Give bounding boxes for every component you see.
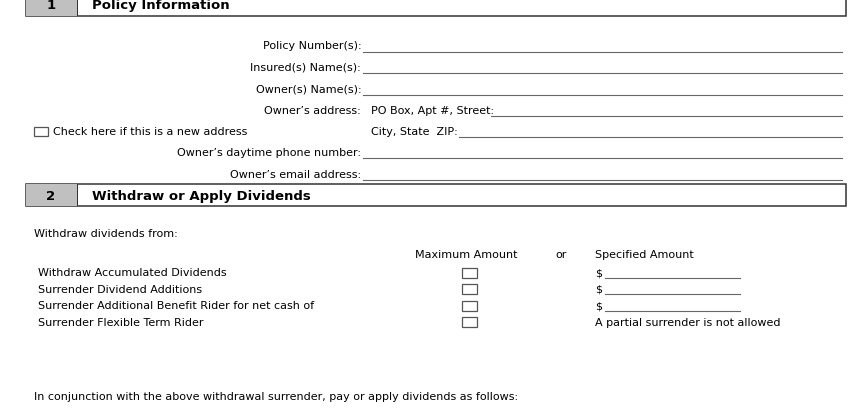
- Text: $: $: [595, 284, 602, 294]
- Bar: [26, 0, 846, 17]
- Bar: [76, 0, 78, 17]
- Text: Surrender Dividend Additions: Surrender Dividend Additions: [38, 284, 202, 294]
- Text: Specified Amount: Specified Amount: [595, 249, 694, 259]
- Text: 1: 1: [47, 0, 55, 12]
- Text: Withdraw or Apply Dividends: Withdraw or Apply Dividends: [92, 189, 310, 202]
- Text: A partial surrender is not allowed: A partial surrender is not allowed: [595, 317, 780, 327]
- Text: Withdraw dividends from:: Withdraw dividends from:: [34, 228, 178, 238]
- Text: Check here if this is a new address: Check here if this is a new address: [53, 127, 247, 137]
- Text: $: $: [595, 268, 602, 278]
- Text: Maximum Amount: Maximum Amount: [415, 249, 517, 259]
- Text: or: or: [555, 249, 567, 259]
- Text: In conjunction with the above withdrawal surrender, pay or apply dividends as fo: In conjunction with the above withdrawal…: [34, 392, 518, 401]
- Text: Surrender Additional Benefit Rider for net cash of: Surrender Additional Benefit Rider for n…: [38, 301, 314, 311]
- Bar: [34, 128, 48, 137]
- Bar: [26, 185, 76, 206]
- Bar: [462, 285, 477, 294]
- Bar: [76, 185, 78, 206]
- Text: 2: 2: [47, 189, 55, 202]
- Bar: [26, 185, 846, 206]
- Text: Owner’s daytime phone number:: Owner’s daytime phone number:: [178, 148, 361, 158]
- Bar: [462, 268, 477, 278]
- Text: Insured(s) Name(s):: Insured(s) Name(s):: [251, 63, 361, 73]
- Text: Owner’s email address:: Owner’s email address:: [230, 169, 361, 179]
- Text: Surrender Flexible Term Rider: Surrender Flexible Term Rider: [38, 317, 204, 327]
- Text: Policy Information: Policy Information: [92, 0, 230, 12]
- Text: $: $: [595, 301, 602, 311]
- Text: PO Box, Apt #, Street:: PO Box, Apt #, Street:: [371, 106, 495, 116]
- Text: Owner’s address:: Owner’s address:: [264, 106, 361, 116]
- Text: City, State  ZIP:: City, State ZIP:: [371, 126, 458, 136]
- Text: Withdraw Accumulated Dividends: Withdraw Accumulated Dividends: [38, 268, 227, 278]
- Text: Policy Number(s):: Policy Number(s):: [263, 41, 361, 51]
- Bar: [462, 301, 477, 311]
- Text: Owner(s) Name(s):: Owner(s) Name(s):: [256, 84, 361, 94]
- Bar: [26, 0, 76, 17]
- Bar: [462, 318, 477, 328]
